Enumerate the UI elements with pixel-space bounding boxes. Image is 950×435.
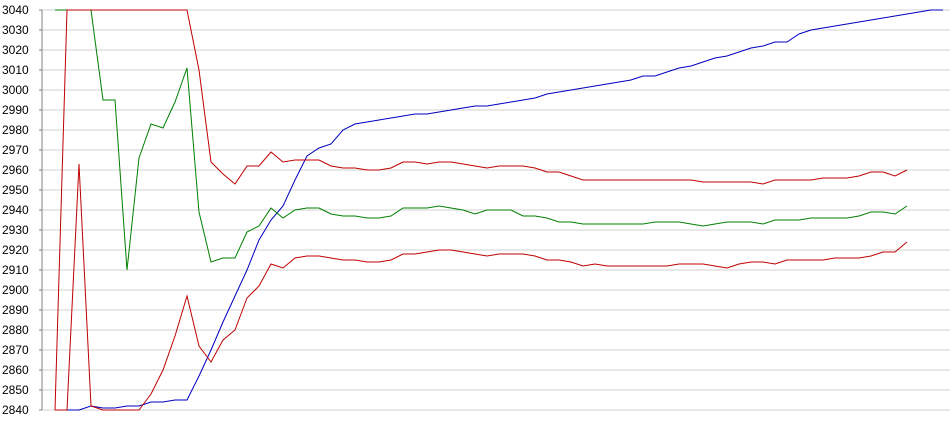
series-line-4 [55,163,908,411]
y-axis [39,9,43,411]
y-tick-label: 2940 [2,203,29,217]
y-tick-labels: 2840 2850 2860 2870 2880 2890 2900 2910 2920 2930… [2,3,29,417]
y-tick-label: 2850 [2,383,29,397]
series-lines [54,9,943,411]
y-tick-label: 2980 [2,123,29,137]
y-tick-label: 2990 [2,103,29,117]
y-tick-label: 2930 [2,223,29,237]
y-tick-label: 2880 [2,323,29,337]
series-line-2 [55,9,908,271]
y-tick-label: 3020 [2,43,29,57]
y-tick-label: 3040 [2,3,29,17]
series-line-3 [54,9,908,411]
y-tick-label: 2840 [2,403,29,417]
y-tick-label: 3000 [2,83,29,97]
y-tick-label: 3030 [2,23,29,37]
y-tick-label: 2900 [2,283,29,297]
y-tick-label: 2860 [2,363,29,377]
y-tick-label: 2970 [2,143,29,157]
y-tick-label: 3010 [2,63,29,77]
y-tick-label: 2920 [2,243,29,257]
series-line-1 [55,9,943,411]
y-tick-label: 2950 [2,183,29,197]
y-tick-label: 2890 [2,303,29,317]
y-tick-label: 2870 [2,343,29,357]
y-tick-label: 2910 [2,263,29,277]
y-tick-label: 2960 [2,163,29,177]
